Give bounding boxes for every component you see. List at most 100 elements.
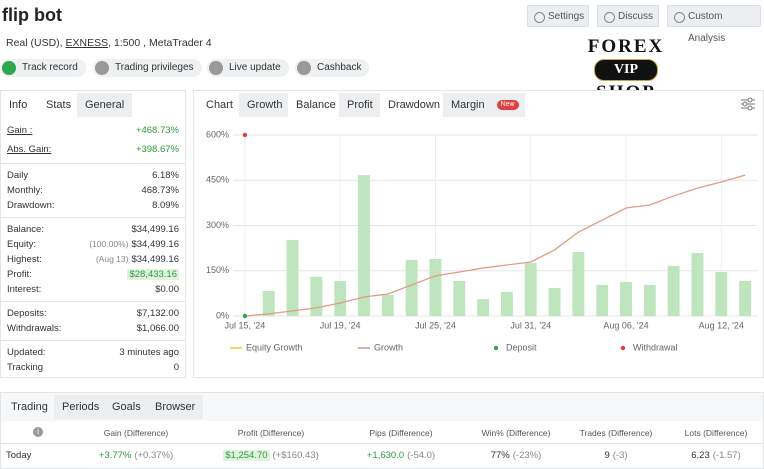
stat-label: Abs. Gain: — [7, 144, 52, 155]
bar — [262, 290, 275, 316]
tab[interactable]: Goals — [104, 395, 149, 419]
legend-marker — [493, 345, 499, 351]
stat-value-wrap: $0.00 — [155, 282, 179, 297]
bar — [548, 287, 561, 316]
tab[interactable]: Margin New — [443, 93, 525, 117]
tab[interactable]: Trading — [3, 395, 56, 419]
tab[interactable]: Stats — [38, 93, 80, 117]
badge: Cashback — [295, 59, 370, 77]
y-tick-label: 300% — [206, 220, 229, 230]
stat-row: Balance: $34,499.16 — [1, 222, 185, 237]
tab[interactable]: General — [77, 93, 133, 117]
cell-value: 9 — [604, 450, 610, 461]
stat-label: Gain : — [7, 125, 33, 136]
stat-label: Withdrawals: — [7, 323, 62, 334]
custom-analysis-button[interactable]: Custom Analysis — [667, 5, 761, 44]
stat-value-wrap: 0 — [174, 360, 179, 375]
periods-panel: Trading Periods Goals Browser i Gain (Di… — [0, 392, 764, 469]
stat-label: Daily — [7, 170, 29, 181]
stat-value-wrap: 468.73% — [141, 183, 179, 198]
page-title: flip bot — [2, 5, 62, 25]
stat-row: Highest: (Aug 13) $34,499.16 — [1, 252, 185, 267]
stat-row: Abs. Gain: +398.67% — [1, 140, 185, 159]
tab[interactable]: Growth — [239, 93, 291, 117]
cell-value: $1,254.70 — [223, 450, 270, 461]
bar — [739, 281, 752, 316]
stat-row: Withdrawals: $1,066.00 — [1, 321, 185, 336]
column-header: Trades (Difference) — [579, 428, 653, 438]
tab[interactable]: Browser — [147, 395, 204, 419]
row-label: Today — [6, 450, 32, 461]
cell-value: +1,630.0 — [366, 450, 405, 461]
stat-value: 468.73% — [141, 185, 179, 196]
badge: Track record — [0, 59, 86, 77]
stat-label: Balance: — [7, 224, 44, 235]
legend-marker — [620, 345, 626, 351]
x-tick-label: Jul 15, '24 — [225, 320, 266, 330]
tab[interactable]: Drawdown — [380, 93, 448, 117]
tab[interactable]: Periods — [54, 395, 108, 419]
bar — [477, 299, 490, 316]
x-tick-label: Jul 31, '24 — [510, 320, 551, 330]
stat-value: $0.00 — [155, 284, 179, 295]
stat-value-wrap: (Aug 13) $34,499.16 — [96, 252, 179, 267]
stat-row: Drawdown: 8.09% — [1, 198, 185, 213]
legend-label: Equity Growth — [246, 342, 303, 352]
stat-row: Tracking 0 — [1, 360, 185, 375]
stats-panel: Info Stats General Gain : +468.73% Abs. Ga… — [0, 90, 186, 378]
bar — [453, 281, 466, 316]
stat-label: Deposits: — [7, 308, 47, 319]
broker-link[interactable]: EXNESS — [65, 37, 109, 49]
stat-value: 8.09% — [152, 200, 179, 211]
separator — [1, 301, 185, 302]
bar — [667, 265, 680, 316]
stat-label: Highest: — [7, 254, 42, 265]
cell-diff: (-54.0) — [407, 450, 436, 461]
bar — [310, 276, 323, 316]
stat-row: Monthly: 468.73% — [1, 183, 185, 198]
discuss-button[interactable]: Discuss — [597, 5, 659, 27]
bar — [596, 284, 609, 316]
bar — [715, 271, 728, 316]
column-header: Pips (Difference) — [369, 428, 433, 438]
bar — [405, 259, 418, 316]
stat-value: $34,499.16 — [131, 254, 179, 265]
logo-text: FOREX — [587, 36, 665, 57]
cell: 9 (-3) — [556, 450, 676, 461]
cell-diff: (+$160.43) — [272, 450, 319, 461]
account-type: Real (USD), — [6, 37, 63, 49]
tab[interactable]: Chart — [198, 93, 241, 117]
stat-note: (100.00%) — [89, 239, 129, 249]
stat-value-wrap: (100.00%) $34,499.16 — [89, 237, 179, 252]
cell: 6.23 (-1.57) — [656, 450, 764, 461]
y-tick-label: 600% — [206, 129, 229, 139]
point — [242, 313, 248, 319]
growth-line — [244, 174, 746, 317]
cell-diff: (-23%) — [512, 450, 542, 461]
stat-value: $34,499.16 — [131, 224, 179, 235]
stat-value: 3 minutes ago — [119, 347, 179, 358]
stat-value-wrap: +398.67% — [136, 140, 179, 159]
stat-row: Deposits: $7,132.00 — [1, 306, 185, 321]
stat-label: Profit: — [7, 269, 32, 280]
table-divider — [1, 443, 763, 444]
chart: 0% 150% 300% 450% 600% Jul 15, '24 Jul 19, '24… — [206, 129, 757, 352]
badge-text: Track record — [22, 62, 78, 73]
new-badge: New — [496, 100, 519, 110]
column-header: Profit (Difference) — [237, 428, 305, 438]
tab[interactable]: Balance — [288, 93, 344, 117]
stat-value: +468.73% — [135, 125, 179, 136]
tab[interactable]: Info — [1, 93, 36, 117]
tab[interactable]: Profit — [339, 93, 381, 117]
settings-button[interactable]: Settings — [527, 5, 589, 27]
stat-row: Interest: $0.00 — [1, 282, 185, 297]
legend-label: Withdrawal — [633, 342, 678, 352]
cell-value: +3.77% — [98, 450, 132, 461]
y-tick-label: 150% — [206, 265, 229, 275]
column-header: Win% (Difference) — [481, 428, 551, 438]
bar — [429, 258, 442, 316]
stat-value: +398.67% — [135, 144, 179, 155]
settings-icon[interactable] — [740, 97, 756, 111]
bar — [524, 262, 537, 316]
column-header: Lots (Difference) — [684, 428, 748, 438]
